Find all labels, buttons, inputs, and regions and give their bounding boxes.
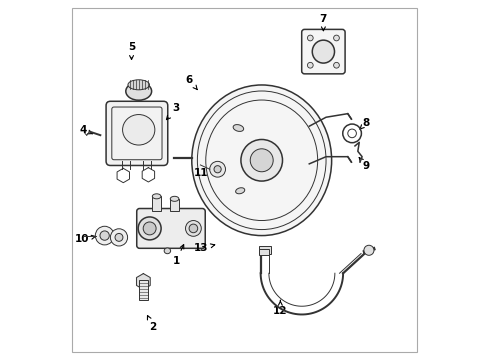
Text: 6: 6	[185, 75, 197, 90]
Ellipse shape	[128, 80, 149, 90]
Circle shape	[209, 161, 225, 177]
FancyBboxPatch shape	[106, 101, 167, 166]
Ellipse shape	[233, 125, 243, 131]
Circle shape	[333, 35, 339, 41]
Polygon shape	[136, 274, 150, 289]
Text: 9: 9	[359, 158, 368, 171]
Circle shape	[241, 139, 282, 181]
Bar	[258, 249, 268, 255]
Text: 3: 3	[166, 103, 180, 120]
Circle shape	[189, 224, 197, 233]
Circle shape	[115, 233, 122, 241]
FancyBboxPatch shape	[301, 30, 345, 74]
Bar	[152, 196, 161, 211]
Circle shape	[250, 149, 273, 172]
FancyBboxPatch shape	[137, 208, 205, 248]
Text: 5: 5	[128, 42, 135, 59]
Circle shape	[100, 231, 109, 240]
Circle shape	[138, 217, 161, 240]
Text: 11: 11	[194, 167, 214, 178]
Circle shape	[214, 166, 221, 173]
Bar	[258, 246, 271, 253]
Ellipse shape	[235, 188, 244, 194]
Text: 8: 8	[359, 118, 369, 129]
Text: 4: 4	[79, 125, 92, 135]
Circle shape	[307, 35, 312, 41]
Text: 7: 7	[319, 14, 326, 31]
Circle shape	[110, 229, 127, 246]
Ellipse shape	[125, 82, 151, 100]
Text: 13: 13	[194, 243, 214, 253]
Circle shape	[333, 62, 339, 68]
Text: 12: 12	[273, 300, 287, 316]
Circle shape	[95, 226, 114, 245]
Ellipse shape	[191, 85, 331, 235]
Text: 10: 10	[75, 234, 95, 244]
Ellipse shape	[152, 194, 161, 199]
Bar	[139, 280, 148, 300]
Text: 2: 2	[147, 316, 156, 332]
Circle shape	[307, 62, 312, 68]
Circle shape	[143, 222, 156, 235]
Ellipse shape	[164, 248, 170, 254]
Ellipse shape	[312, 40, 334, 63]
Circle shape	[185, 221, 201, 236]
Ellipse shape	[170, 196, 179, 201]
Bar	[170, 199, 179, 211]
Text: 1: 1	[172, 245, 183, 266]
Circle shape	[363, 245, 373, 255]
Ellipse shape	[122, 114, 155, 145]
